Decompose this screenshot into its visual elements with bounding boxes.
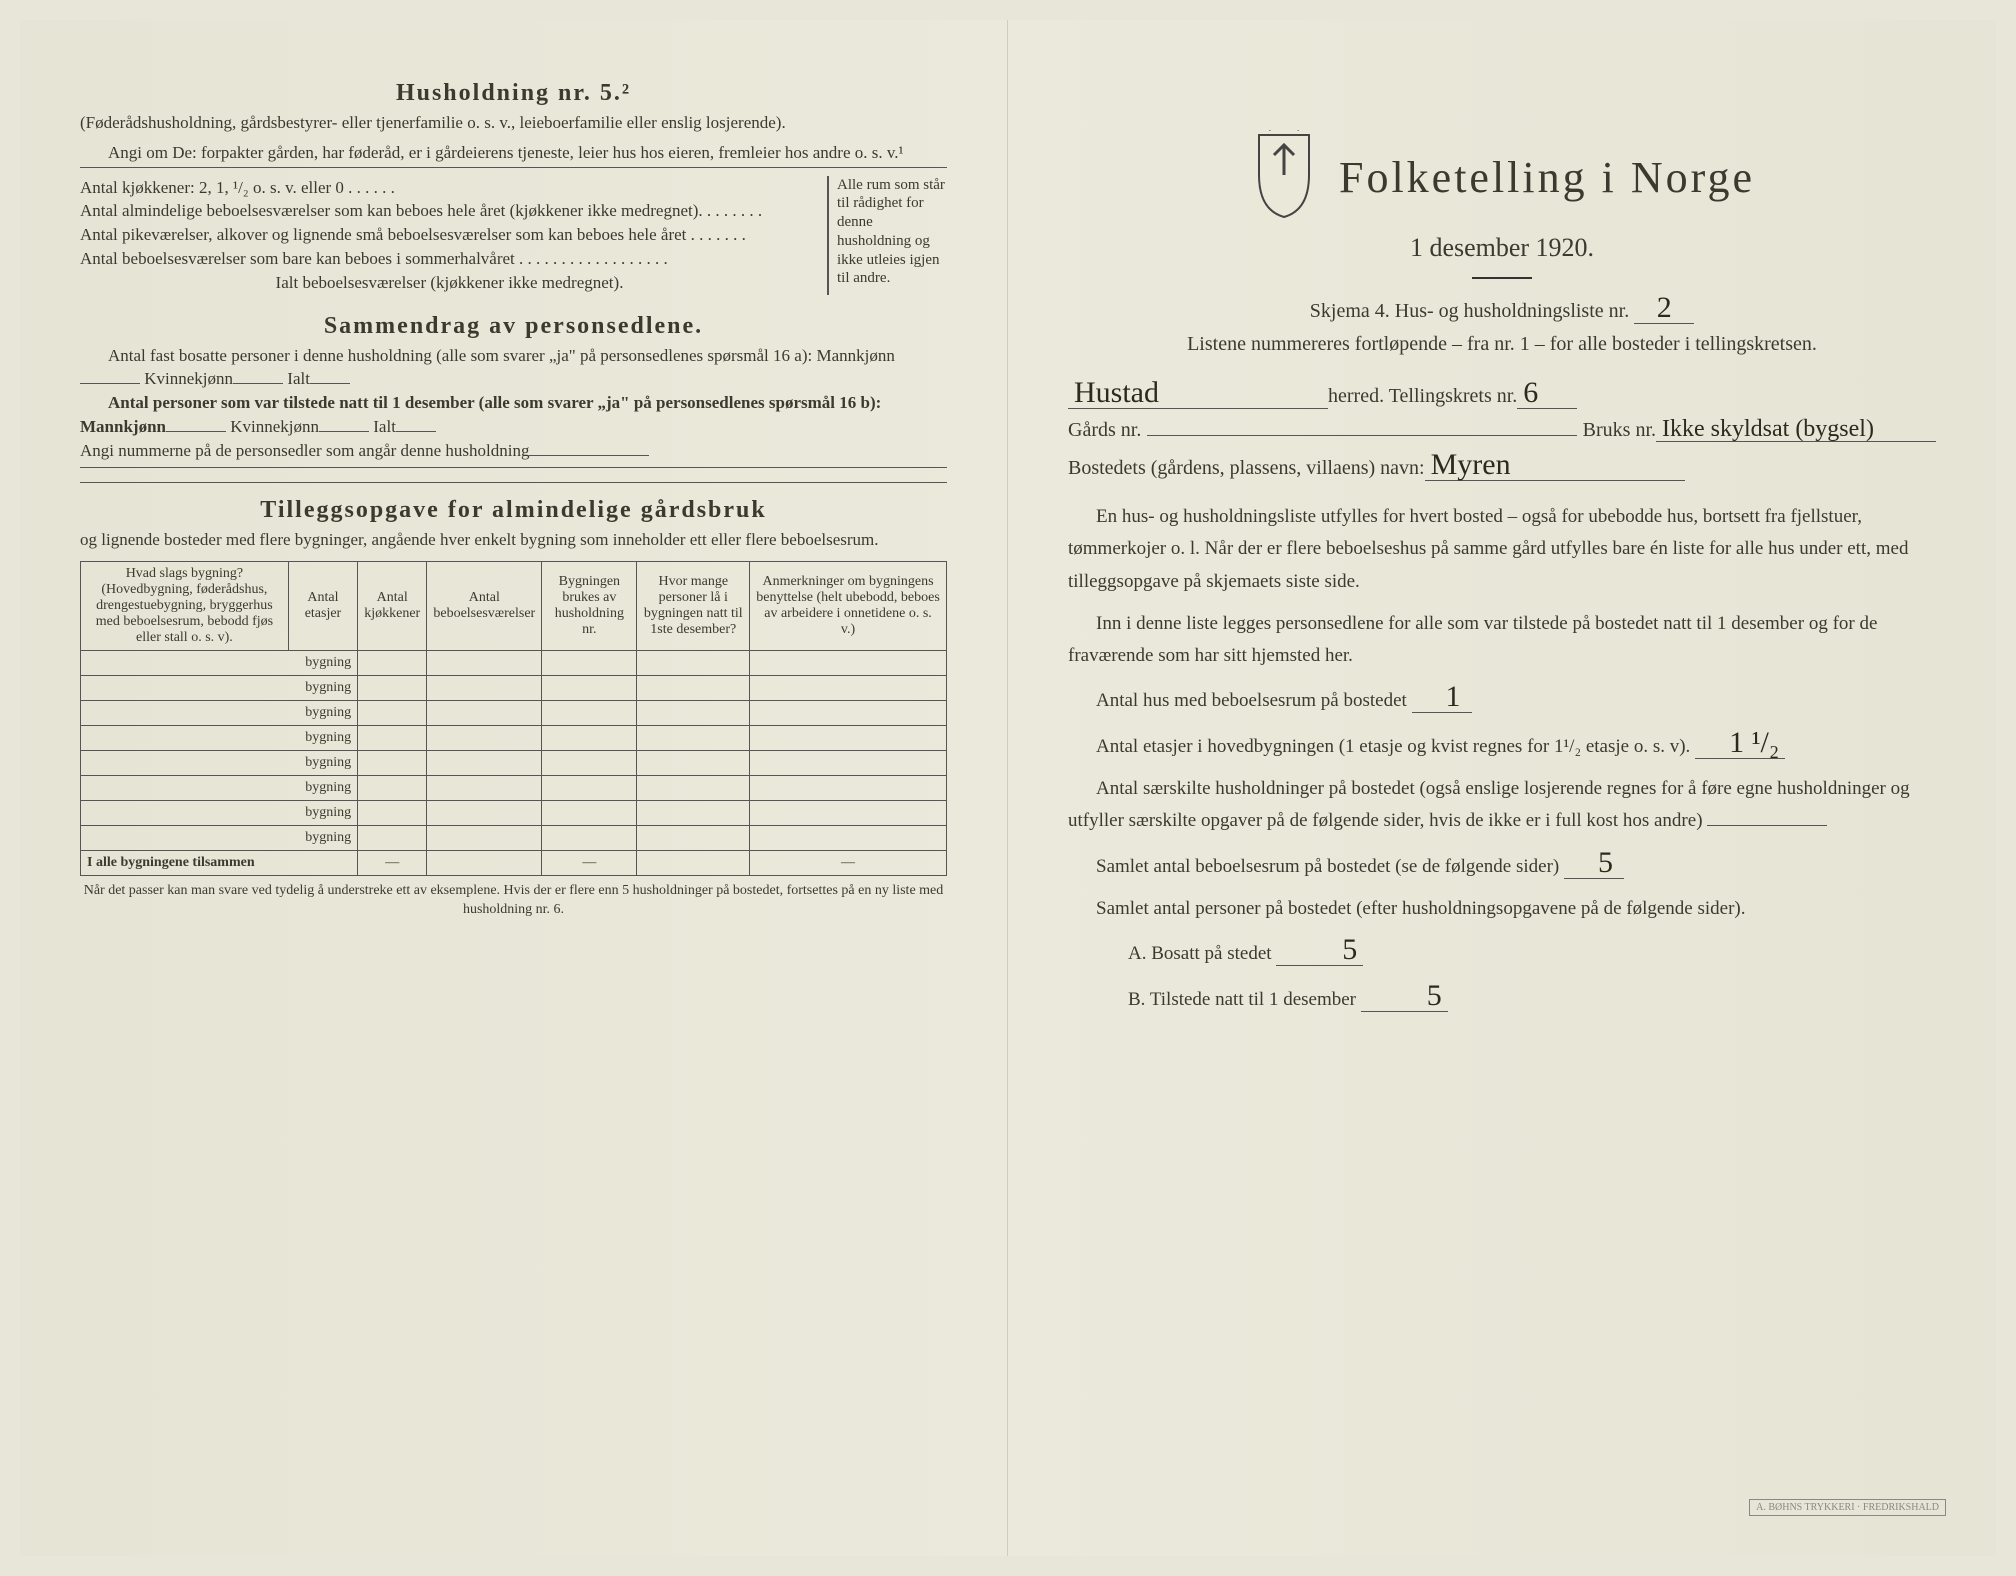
tillegg-table: Hvad slags bygning? (Hovedbygning, føder…: [80, 561, 947, 876]
table-row: bygning: [81, 676, 947, 701]
body-text: En hus- og husholdningsliste utfylles fo…: [1068, 501, 1936, 1016]
angi-om: Angi om De: forpakter gården, har føderå…: [80, 141, 947, 165]
para2: Inn i denne liste legges personsedlene f…: [1068, 608, 1936, 673]
etasjer-row: Antal etasjer i hovedbygningen (1 etasje…: [1068, 728, 1936, 763]
bosted-row: Bostedets (gårdens, plassens, villaens) …: [1068, 450, 1936, 481]
samlet-rum-row: Samlet antal beboelsesrum på bostedet (s…: [1068, 848, 1936, 883]
angi-nummerne: Angi nummerne på de personsedler som ang…: [80, 439, 947, 463]
a-value: 5: [1276, 935, 1363, 966]
husholdning-sub: (Føderådshusholdning, gårdsbestyrer- ell…: [80, 111, 947, 135]
table-row: bygning: [81, 801, 947, 826]
saerskilte-row: Antal særskilte husholdninger på bostede…: [1068, 773, 1936, 838]
antal-hus-row: Antal hus med beboelsesrum på bostedet 1: [1068, 682, 1936, 717]
printer-stamp: A. BØHNS TRYKKERI · FREDRIKSHALD: [1749, 1499, 1946, 1516]
th: Antal etasjer: [288, 562, 357, 651]
title-block: Folketelling i Norge 1 desember 1920.: [1068, 130, 1936, 279]
bruks-value: Ikke skyldsat (bygsel): [1656, 417, 1936, 442]
listene-note: Listene nummereres fortløpende – fra nr.…: [1068, 330, 1936, 358]
th: Hvad slags bygning? (Hovedbygning, føder…: [81, 562, 289, 651]
table-total-row: I alle bygningene tilsammen ———: [81, 851, 947, 876]
skjema-nr-value: 2: [1634, 293, 1694, 324]
table-row: bygning: [81, 826, 947, 851]
th: Antal beboelsesværelser: [427, 562, 542, 651]
th: Hvor mange personer lå i bygningen natt …: [637, 562, 750, 651]
left-page: Husholdning nr. 5.² (Føderådshusholdning…: [20, 20, 1008, 1556]
footnote: Når det passer kan man svare ved tydelig…: [80, 882, 947, 918]
subtitle: 1 desember 1920.: [1068, 233, 1936, 263]
divider: [1472, 277, 1532, 279]
a-row: A. Bosatt på stedet 5: [1068, 935, 1936, 970]
table-row: bygning: [81, 751, 947, 776]
table-row: bygning: [81, 651, 947, 676]
sammendrag-line1: Antal fast bosatte personer i denne hush…: [80, 344, 947, 392]
kitchen-line: Antal beboelsesværelser som bare kan beb…: [80, 247, 819, 271]
th: Bygningen brukes av husholdning nr.: [542, 562, 637, 651]
kitchen-line: Ialt beboelsesværelser (kjøkkener ikke m…: [80, 271, 819, 295]
b-row: B. Tilstede natt til 1 desember 5: [1068, 981, 1936, 1016]
right-page: Folketelling i Norge 1 desember 1920. Sk…: [1008, 20, 1996, 1556]
husholdning-title: Husholdning nr. 5.²: [80, 80, 947, 107]
herred-row: Hustad herred. Tellingskrets nr. 6: [1068, 378, 1936, 409]
kitchen-line: Antal pikeværelser, alkover og lignende …: [80, 223, 819, 247]
b-value: 5: [1361, 981, 1448, 1012]
tillegg-sub: og lignende bosteder med flere bygninger…: [80, 528, 947, 552]
crest-icon: [1249, 130, 1319, 225]
table-row: bygning: [81, 701, 947, 726]
th: Anmerkninger om bygningens benyttelse (h…: [750, 562, 947, 651]
para1: En hus- og husholdningsliste utfylles fo…: [1068, 501, 1936, 598]
gards-row: Gårds nr. Bruks nr. Ikke skyldsat (bygse…: [1068, 417, 1936, 442]
samlet-pers-row: Samlet antal personer på bostedet (efter…: [1068, 893, 1936, 925]
brace-note: Alle rum som står til rådighet for denne…: [827, 176, 947, 295]
tillegg-title: Tilleggsopgave for almindelige gårdsbruk: [80, 497, 947, 524]
sammendrag-line2: Antal personer som var tilstede natt til…: [80, 391, 947, 439]
sammendrag-title: Sammendrag av personsedlene.: [80, 313, 947, 340]
samlet-rum-value: 5: [1564, 848, 1624, 879]
table-row: bygning: [81, 776, 947, 801]
herred-value: Hustad: [1068, 378, 1328, 409]
kitchen-block: Antal kjøkkener: 2, 1, ¹/₂ o. s. v. elle…: [80, 176, 947, 295]
etasjer-value: 1 ¹/₂: [1695, 728, 1785, 759]
table-row: bygning: [81, 726, 947, 751]
skjema-line: Skjema 4. Hus- og husholdningsliste nr. …: [1068, 293, 1936, 324]
th: Antal kjøkkener: [358, 562, 427, 651]
krets-nr-value: 6: [1517, 378, 1577, 409]
kitchen-line: Antal kjøkkener: 2, 1, ¹/₂ o. s. v. elle…: [80, 176, 819, 200]
kitchen-line: Antal almindelige beboelsesværelser som …: [80, 199, 819, 223]
document-spread: Husholdning nr. 5.² (Føderådshusholdning…: [20, 20, 1996, 1556]
antal-hus-value: 1: [1412, 682, 1472, 713]
main-title: Folketelling i Norge: [1339, 152, 1755, 203]
bosted-value: Myren: [1425, 450, 1685, 481]
